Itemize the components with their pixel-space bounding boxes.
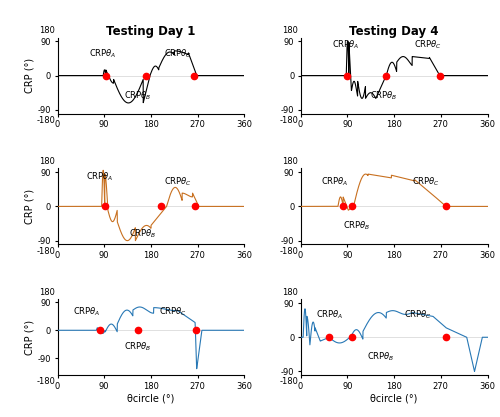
Text: CRP$\theta_B$: CRP$\theta_B$	[370, 89, 398, 102]
Text: CRP$\theta_A$: CRP$\theta_A$	[86, 171, 114, 183]
Text: CRP$\theta_B$: CRP$\theta_B$	[124, 340, 152, 353]
Text: 180: 180	[39, 157, 55, 166]
Text: -180: -180	[36, 116, 55, 125]
Text: CRP$\theta_A$: CRP$\theta_A$	[332, 39, 359, 51]
Title: Testing Day 1: Testing Day 1	[106, 25, 196, 38]
Text: CRP$\theta_B$: CRP$\theta_B$	[343, 220, 370, 232]
Text: CRP$\theta_A$: CRP$\theta_A$	[322, 176, 349, 188]
Text: CRP$\theta_C$: CRP$\theta_C$	[412, 176, 440, 188]
X-axis label: θcircle (°): θcircle (°)	[128, 393, 174, 403]
Text: CRP$\theta_C$: CRP$\theta_C$	[414, 39, 442, 51]
Text: -180: -180	[36, 246, 55, 256]
Text: CRP$\theta_C$: CRP$\theta_C$	[404, 308, 432, 321]
Text: CRP$\theta_B$: CRP$\theta_B$	[124, 89, 152, 102]
Text: CRP$\theta_C$: CRP$\theta_C$	[164, 176, 192, 188]
Text: CRP$\theta_A$: CRP$\theta_A$	[316, 308, 344, 321]
Y-axis label: CRP (°): CRP (°)	[25, 320, 35, 355]
Y-axis label: CRP (°): CRP (°)	[25, 189, 35, 224]
Title: Testing Day 4: Testing Day 4	[350, 25, 439, 38]
Text: 180: 180	[39, 26, 55, 35]
Text: -180: -180	[36, 377, 55, 387]
X-axis label: θcircle (°): θcircle (°)	[370, 393, 418, 403]
Text: -180: -180	[279, 246, 298, 256]
Text: -180: -180	[279, 116, 298, 125]
Y-axis label: CRP (°): CRP (°)	[25, 58, 35, 93]
Text: CRP$\theta_A$: CRP$\theta_A$	[88, 47, 116, 60]
Text: CRP$\theta_A$: CRP$\theta_A$	[73, 305, 101, 318]
Text: -180: -180	[279, 377, 298, 387]
Text: CRP$\theta_C$: CRP$\theta_C$	[159, 305, 186, 318]
Text: 180: 180	[39, 288, 55, 297]
Text: 180: 180	[282, 288, 298, 297]
Text: 180: 180	[282, 157, 298, 166]
Text: CRP$\theta_B$: CRP$\theta_B$	[130, 228, 157, 240]
Text: 180: 180	[282, 26, 298, 35]
Text: CRP$\theta_C$: CRP$\theta_C$	[164, 47, 192, 60]
Text: CRP$\theta_B$: CRP$\theta_B$	[368, 351, 395, 363]
